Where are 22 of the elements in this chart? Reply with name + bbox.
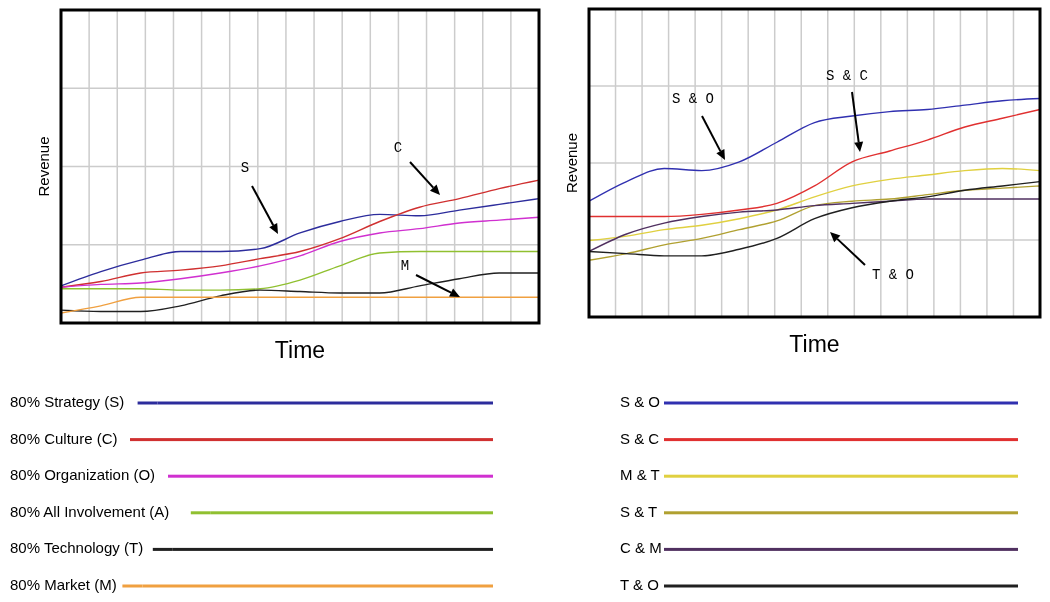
annotation: T & O (871, 267, 915, 283)
legend-label: 80% Organization (O) (10, 466, 156, 484)
annotation: M (400, 258, 410, 274)
legend-label: T & O (620, 576, 659, 593)
legend-label: 80% Market (M) (10, 576, 117, 593)
y-axis-title: Revenue (563, 132, 580, 194)
legend-label: M & T (620, 466, 660, 484)
text: C (393, 140, 403, 156)
legend-label: 80% Culture (C) (10, 429, 118, 447)
annotation: S & O (671, 91, 715, 107)
legend-label: 80% All Involvement (A) (10, 502, 170, 520)
x-axis-title: Time (274, 337, 326, 363)
x-axis-title: Time (789, 331, 840, 357)
text: S (240, 160, 250, 176)
legend-label: 80% Technology (T) (10, 539, 144, 557)
legend-label: 80% Strategy (S) (10, 393, 125, 410)
legend-label: S & T (620, 502, 658, 520)
legend-label: S & C (620, 429, 660, 447)
legend-label: C & M (620, 539, 662, 557)
legend-label: S & O (620, 393, 661, 410)
y-axis-title: Revenue (35, 136, 52, 197)
text: S & C (825, 68, 869, 84)
